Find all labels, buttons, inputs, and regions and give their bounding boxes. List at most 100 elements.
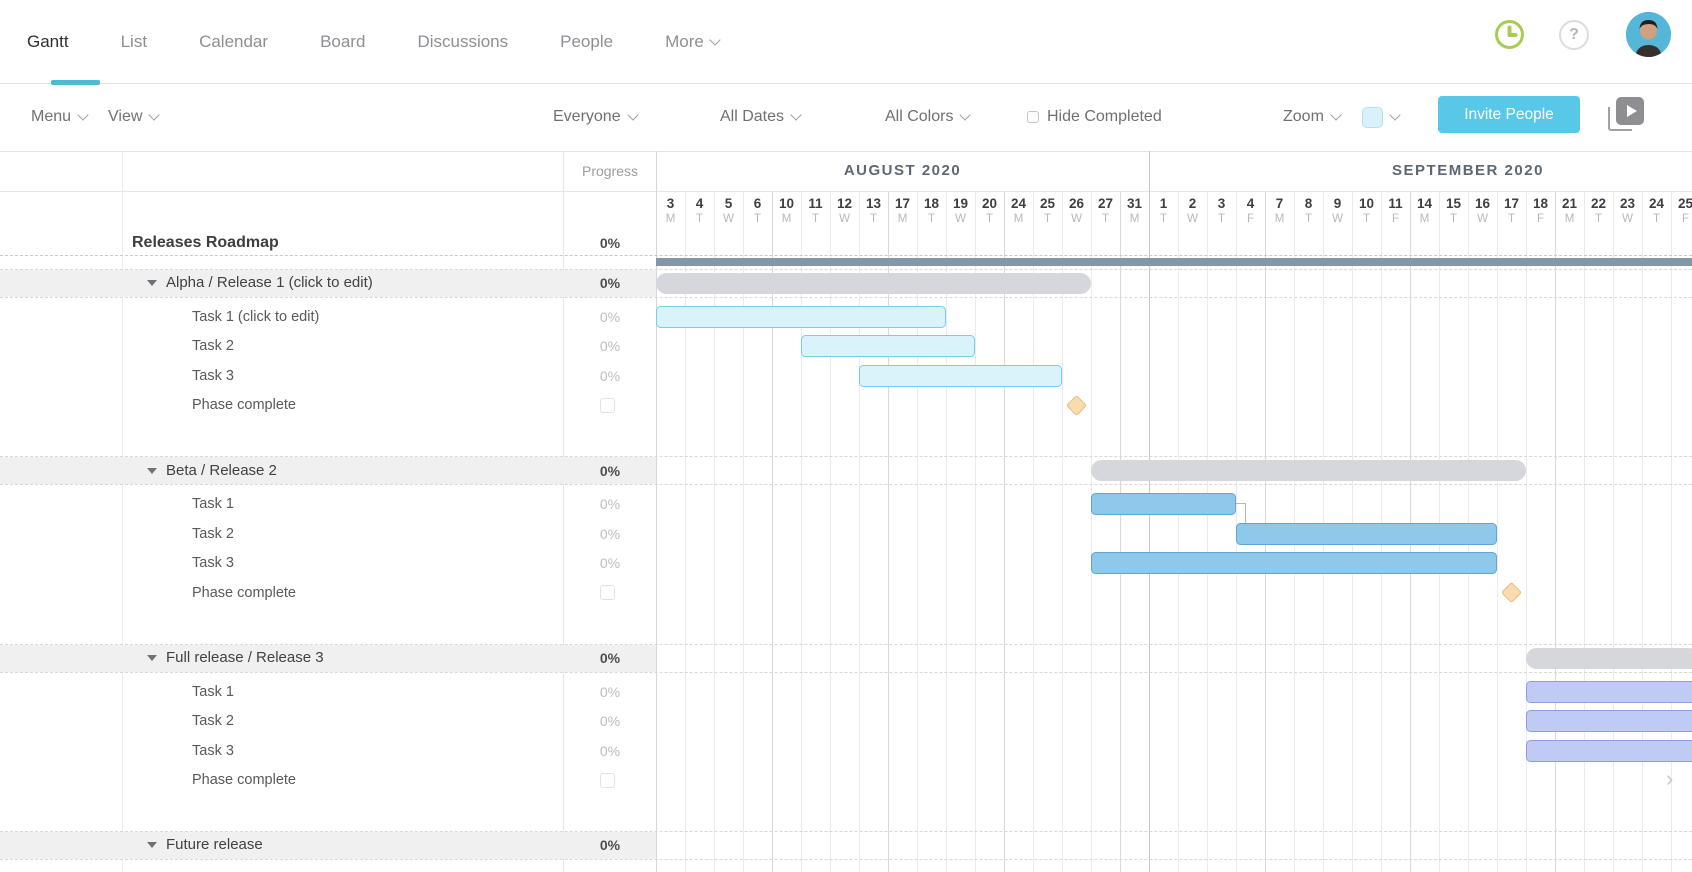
time-tracking-clock-icon[interactable] — [1494, 19, 1525, 50]
phase-complete-checkbox[interactable] — [600, 585, 615, 600]
day-column-august-31 — [1120, 192, 1149, 872]
row-label-task-1-click-to-edit-2[interactable]: Task 1 (click to edit) — [192, 308, 320, 325]
hide-completed-toggle[interactable]: Hide Completed — [1027, 102, 1162, 132]
progress-value: 0% — [599, 742, 621, 759]
row-label-alpha-release-1-click-to-edit-1[interactable]: Alpha / Release 1 (click to edit) — [166, 274, 373, 291]
day-letter: T — [1594, 213, 1603, 225]
tab-board[interactable]: Board — [320, 32, 366, 51]
group-row-shading — [0, 457, 656, 484]
day-number: 16 — [1474, 196, 1491, 211]
view-dropdown[interactable]: View — [108, 102, 161, 132]
day-number: 8 — [1304, 196, 1313, 211]
task-bar-full-release-task-1[interactable] — [1526, 680, 1692, 703]
progress-value: 0% — [599, 713, 621, 729]
help-icon[interactable]: ? — [1559, 20, 1589, 50]
day-column-september-24 — [1642, 192, 1671, 872]
zoom-dropdown[interactable]: Zoom — [1283, 102, 1342, 132]
summary-bar-releases-roadmap — [656, 258, 1692, 266]
phase-complete-checkbox[interactable] — [600, 772, 615, 788]
hide-completed-checkbox[interactable] — [1027, 111, 1039, 123]
collapse-triangle-icon[interactable] — [147, 655, 157, 661]
menu-dropdown[interactable]: Menu — [31, 102, 89, 132]
day-column-august-4 — [685, 192, 714, 872]
progress-column-header: Progress — [581, 163, 639, 179]
row-label-beta-release-2-6[interactable]: Beta / Release 2 — [166, 461, 277, 479]
chevron-down-icon — [959, 109, 972, 121]
row-label-task-3-9[interactable]: Task 3 — [192, 555, 234, 571]
day-column-august-6 — [743, 192, 772, 872]
collapse-triangle-icon[interactable] — [147, 467, 157, 474]
task-bar-full-release-task-2[interactable] — [1526, 710, 1692, 732]
row-label-task-1-7[interactable]: Task 1 — [192, 496, 234, 512]
day-column-august-25 — [1033, 192, 1062, 872]
day-number: 7 — [1275, 196, 1284, 211]
task-bar-beta-task-2[interactable] — [1236, 522, 1497, 545]
row-label-task-3-14[interactable]: Task 3 — [192, 742, 234, 759]
tab-gantt-label: Gantt — [27, 32, 69, 51]
task-bar-alpha-task-2[interactable] — [801, 335, 975, 357]
color-swatch[interactable] — [1362, 106, 1383, 128]
day-number: 17 — [1503, 196, 1520, 211]
row-label-task-3-4[interactable]: Task 3 — [192, 367, 234, 384]
collapse-triangle-icon[interactable] — [147, 842, 157, 848]
play-icon — [1627, 105, 1637, 117]
dependency-connector — [1236, 503, 1246, 523]
collapse-triangle-icon[interactable] — [147, 280, 157, 286]
chevron-down-icon — [1330, 109, 1342, 121]
tab-list[interactable]: List — [120, 32, 148, 51]
day-letter: F — [1536, 213, 1545, 225]
row-label-future-release-16[interactable]: Future release — [166, 836, 263, 853]
progress-value: 0% — [599, 837, 621, 853]
phase-complete-checkbox[interactable] — [600, 397, 615, 413]
day-letter: W — [723, 213, 734, 225]
invite-people-button[interactable]: Invite People — [1438, 96, 1580, 133]
row-label-phase-complete-10[interactable]: Phase complete — [192, 584, 296, 601]
day-column-september-21 — [1555, 192, 1584, 872]
tab-gantt[interactable]: Gantt — [27, 32, 100, 85]
task-bar-alpha-task-3[interactable] — [859, 364, 1062, 387]
day-number: 21 — [1561, 196, 1578, 211]
colors-filter-dropdown[interactable]: All Colors — [885, 102, 972, 132]
task-bar-full-release-task-3[interactable] — [1526, 739, 1692, 762]
task-bar-beta-task-3[interactable] — [1091, 552, 1497, 574]
tab-more[interactable]: More — [665, 32, 721, 52]
people-filter-dropdown[interactable]: Everyone — [553, 102, 639, 132]
day-letter: T — [1159, 213, 1168, 225]
panel-chart-divider[interactable] — [656, 151, 657, 872]
task-bar-alpha-task-1[interactable] — [656, 305, 946, 328]
row-label-phase-complete-15[interactable]: Phase complete — [192, 772, 296, 788]
tab-discussions[interactable]: Discussions — [417, 32, 509, 51]
day-letter: M — [1013, 213, 1024, 225]
day-letter: T — [1449, 213, 1458, 225]
day-column-september-3 — [1207, 192, 1236, 872]
phase-bar-beta-release-2[interactable] — [1091, 460, 1526, 481]
day-column-september-25 — [1671, 192, 1692, 872]
group-row-shading — [0, 269, 656, 297]
day-column-august-19 — [946, 192, 975, 872]
row-label-full-release-release-3-11[interactable]: Full release / Release 3 — [166, 649, 324, 666]
progress-value: 0% — [599, 367, 621, 384]
task-bar-beta-task-1[interactable] — [1091, 493, 1236, 515]
tab-calendar[interactable]: Calendar — [199, 32, 269, 51]
day-number: 9 — [1333, 196, 1342, 211]
phase-bar-full-release-release-3[interactable] — [1526, 647, 1692, 669]
dates-filter-dropdown[interactable]: All Dates — [720, 102, 802, 132]
scroll-right-chevron[interactable]: › — [1666, 766, 1674, 791]
day-column-september-2 — [1178, 192, 1207, 872]
row-label-task-2-8[interactable]: Task 2 — [192, 525, 234, 542]
row-label-phase-complete-5[interactable]: Phase complete — [192, 397, 296, 413]
row-label-task-2-3[interactable]: Task 2 — [192, 338, 234, 354]
progress-value: 0% — [599, 462, 621, 479]
color-picker-dropdown[interactable] — [1362, 102, 1401, 132]
row-label-task-2-13[interactable]: Task 2 — [192, 713, 234, 729]
video-tutorial-icon[interactable] — [1608, 97, 1644, 131]
phase-bar-alpha-release-1[interactable] — [656, 272, 1091, 294]
user-avatar[interactable] — [1626, 12, 1671, 57]
day-number: 26 — [1068, 196, 1085, 211]
row-label-releases-roadmap-0[interactable]: Releases Roadmap — [132, 234, 279, 251]
row-label-task-1-12[interactable]: Task 1 — [192, 683, 234, 700]
day-number: 4 — [1246, 196, 1255, 211]
day-number: 10 — [1358, 196, 1375, 211]
tab-people[interactable]: People — [560, 32, 614, 51]
day-column-august-27 — [1091, 192, 1120, 872]
